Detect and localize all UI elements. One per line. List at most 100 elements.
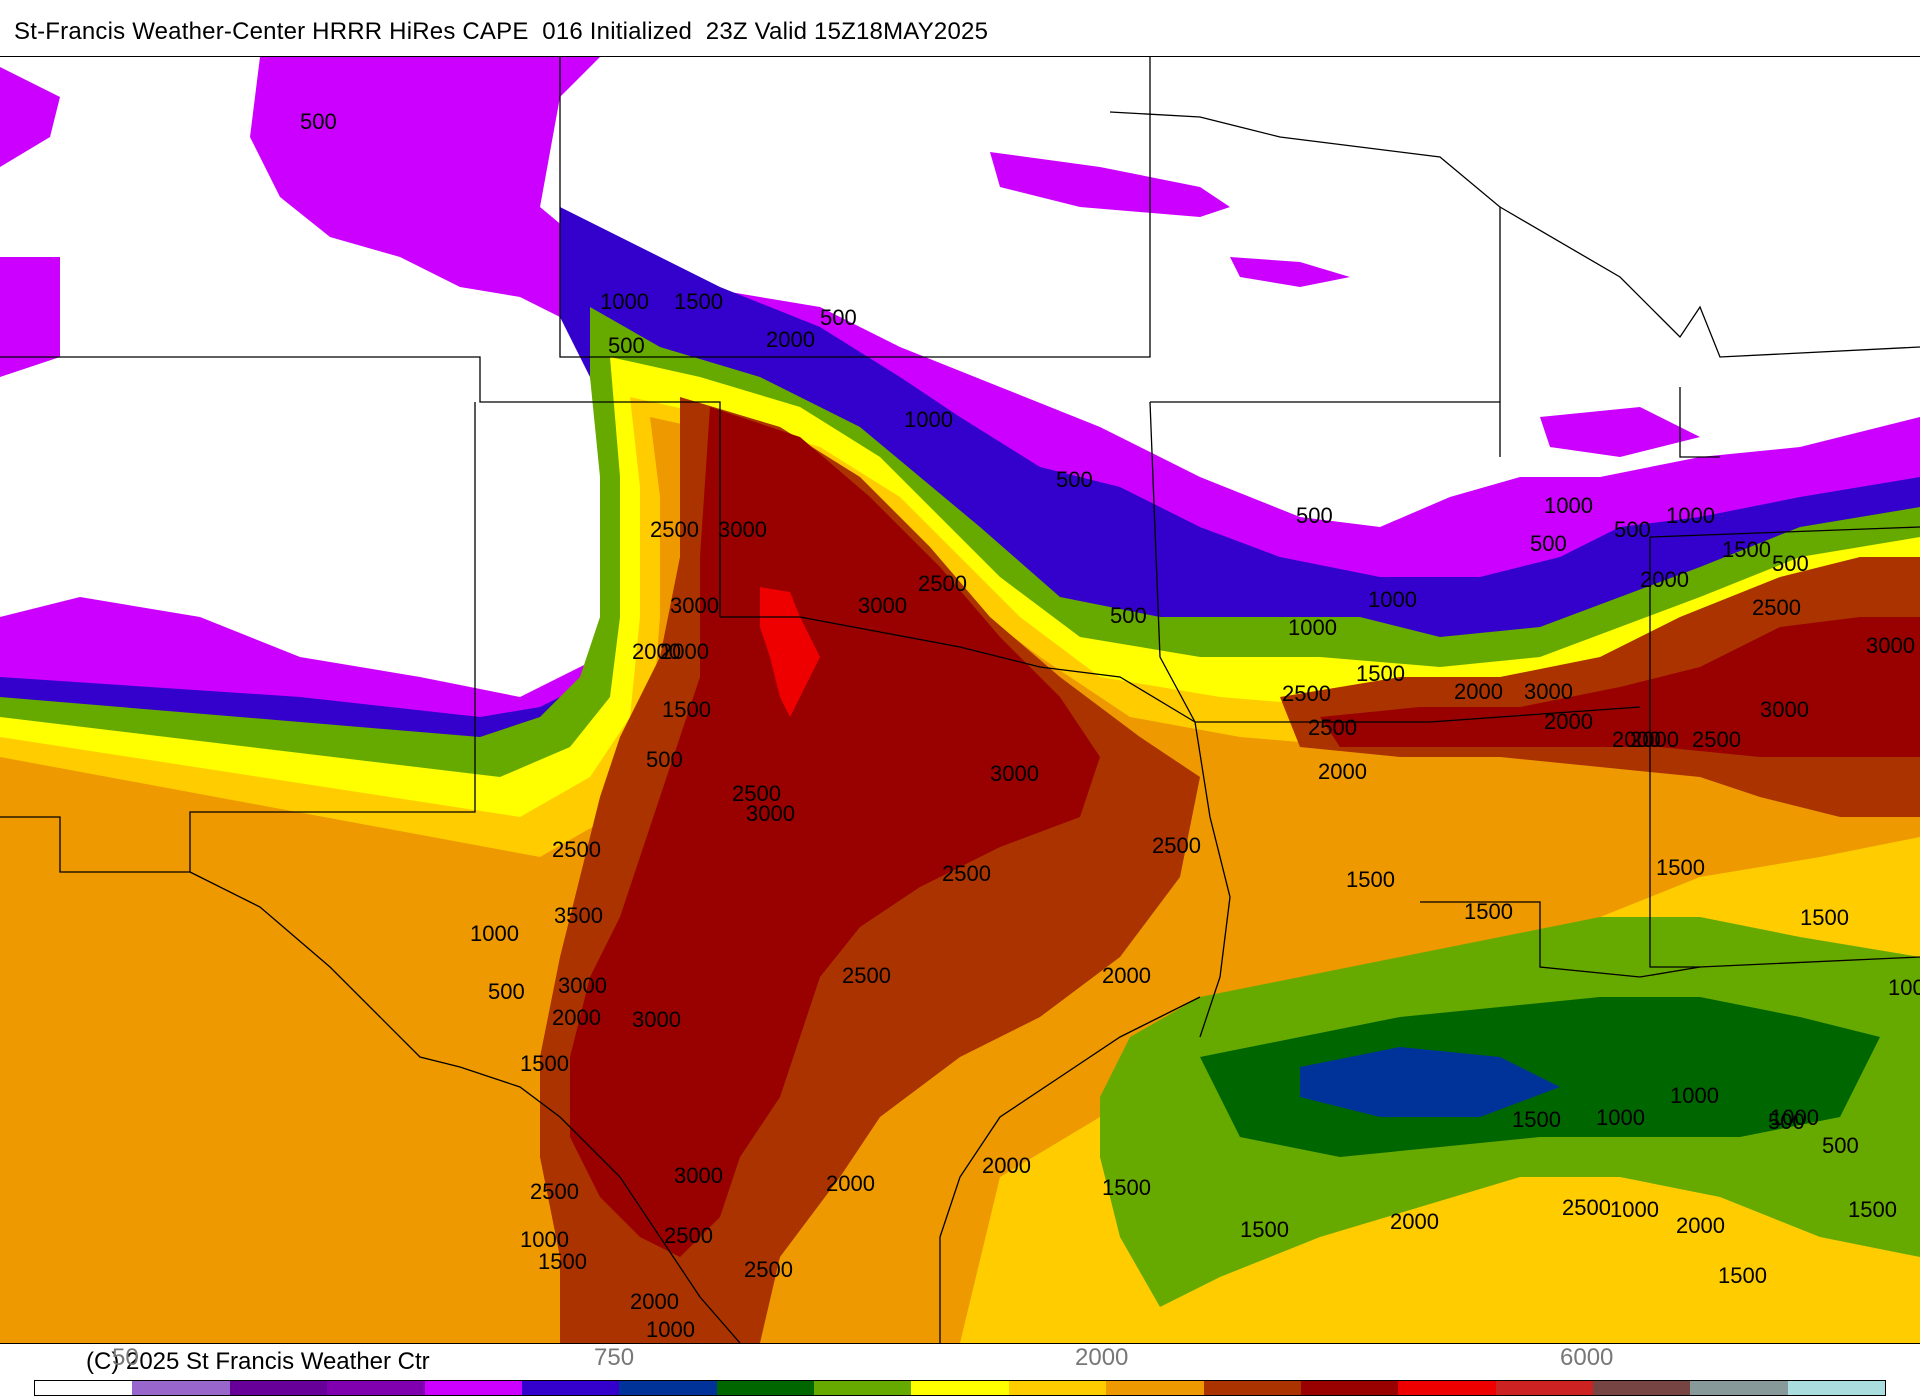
- contour-label: 1000: [1888, 975, 1920, 1000]
- colorbar-swatch: [1495, 1381, 1593, 1395]
- contour-label: 2500: [744, 1257, 793, 1282]
- contour-label: 2500: [650, 517, 699, 542]
- colorbar-swatch: [1008, 1381, 1107, 1395]
- cape-map[interactable]: 500 500 500 500 500 500 500 500 500 500 …: [0, 56, 1920, 1344]
- contour-label: 3000: [746, 801, 795, 826]
- colorbar-swatch: [1300, 1381, 1399, 1395]
- colorbar-swatch: [619, 1381, 717, 1395]
- contour-label: 2500: [842, 963, 891, 988]
- colorbar-swatch: [1398, 1381, 1496, 1395]
- border-ms-al: [1649, 537, 1920, 968]
- contour-label: 2000: [1390, 1209, 1439, 1234]
- contour-label: 500: [488, 979, 525, 1004]
- colorbar-tick-label: 750: [594, 1344, 635, 1371]
- contour-label: 500: [1614, 517, 1651, 542]
- contour-label: 500: [1530, 531, 1567, 556]
- colorbar-swatch: [35, 1381, 133, 1395]
- border-tn-ms: [1649, 526, 1920, 538]
- band-magenta-patch-1: [0, 67, 60, 167]
- colorbar-swatch: [424, 1381, 522, 1395]
- contour-label: 1500: [1718, 1263, 1767, 1288]
- colorbar-tick-label: 6000: [1560, 1344, 1614, 1371]
- border-il: [1499, 206, 1920, 358]
- contour-label: 500: [1110, 603, 1147, 628]
- contour-label: 2500: [918, 571, 967, 596]
- contour-label: 2500: [1752, 595, 1801, 620]
- contour-label: 2500: [530, 1179, 579, 1204]
- contour-label: 1000: [1288, 615, 1337, 640]
- band-magenta-patch-2: [0, 257, 60, 377]
- border-ok-ks: [559, 57, 1151, 358]
- contour-label: 3000: [1866, 633, 1915, 658]
- credit-text: (C) 2025 St Francis Weather Ctr: [86, 1348, 430, 1375]
- contour-label: 3000: [718, 517, 767, 542]
- contour-label: 2000: [1102, 963, 1151, 988]
- colorbar-swatch: [327, 1381, 425, 1395]
- contour-label: 3000: [990, 761, 1039, 786]
- colorbar: [34, 1380, 1886, 1396]
- colorbar-swatch: [1106, 1381, 1204, 1395]
- contour-label: 1000: [600, 289, 649, 314]
- contour-label: 1500: [520, 1051, 569, 1076]
- contour-label: 2000: [826, 1171, 875, 1196]
- border-mo-ia: [1109, 111, 1501, 402]
- contour-label: 2500: [1562, 1195, 1611, 1220]
- contour-label: 1000: [520, 1227, 569, 1252]
- contour-label: 1500: [1512, 1107, 1561, 1132]
- contour-label: 1500: [1356, 661, 1405, 686]
- contour-label: 1500: [674, 289, 723, 314]
- border-nm-ok: [0, 356, 721, 617]
- contour-label: 1500: [538, 1249, 587, 1274]
- border-tx-la: [1194, 721, 1231, 1038]
- contour-label: 2000: [632, 639, 681, 664]
- contour-label: 2500: [1308, 715, 1357, 740]
- contour-label: 3000: [1760, 697, 1809, 722]
- contour-label: 2500: [942, 861, 991, 886]
- contour-label: 2000: [552, 1005, 601, 1030]
- contour-label: 1000: [1666, 503, 1715, 528]
- colorbar-swatch: [911, 1381, 1009, 1395]
- contour-label: 2000: [630, 1289, 679, 1314]
- colorbar-swatch: [521, 1381, 620, 1395]
- band-magenta-patch-4: [1230, 257, 1350, 287]
- contour-label: 3000: [558, 973, 607, 998]
- colorbar-tick-label: 50: [112, 1344, 139, 1371]
- colorbar-swatch: [132, 1381, 230, 1395]
- contour-label: 500: [1296, 503, 1333, 528]
- colorbar-swatch: [1787, 1381, 1886, 1395]
- contour-label: 2500: [552, 837, 601, 862]
- contour-label: 1000: [1368, 587, 1417, 612]
- contour-label: 1000: [1770, 1105, 1819, 1130]
- contour-label: 2500: [1692, 727, 1741, 752]
- contour-label: 1000: [470, 921, 519, 946]
- contour-label: 2000: [1640, 567, 1689, 592]
- contour-label: 2500: [732, 781, 781, 806]
- contour-label: 500: [820, 305, 857, 330]
- border-la-ms: [1420, 901, 1701, 978]
- contour-label: 500: [300, 109, 337, 134]
- contour-label: 2000: [1612, 727, 1661, 752]
- contour-label: 1500: [1656, 855, 1705, 880]
- colorbar-swatch: [229, 1381, 328, 1395]
- contour-label: 500: [1056, 467, 1093, 492]
- contour-label: 2000: [1676, 1213, 1725, 1238]
- cape-band-dark-red-east: [1320, 617, 1920, 757]
- colorbar-swatch: [814, 1381, 912, 1395]
- contour-label: 500: [646, 747, 683, 772]
- contour-label: 2500: [1152, 833, 1201, 858]
- border-ok-ar: [1149, 401, 1196, 723]
- contour-label: 2000: [660, 639, 709, 664]
- contour-label: 1500: [1346, 867, 1395, 892]
- contour-label: 2000: [766, 327, 815, 352]
- contour-label: 1500: [1240, 1217, 1289, 1242]
- cape-band-dark-red: [570, 407, 1100, 1257]
- contour-label: 3000: [674, 1163, 723, 1188]
- map-title: St-Francis Weather-Center HRRR HiRes CAP…: [14, 18, 989, 45]
- contour-label: 1000: [646, 1317, 695, 1342]
- colorbar-tick-label: 2000: [1075, 1344, 1129, 1371]
- cape-band-red-max: [760, 587, 820, 717]
- contour-label: 500: [1772, 551, 1809, 576]
- contour-label: 1500: [1848, 1197, 1897, 1222]
- contour-label: 500: [1822, 1133, 1859, 1158]
- contour-label: 3000: [670, 593, 719, 618]
